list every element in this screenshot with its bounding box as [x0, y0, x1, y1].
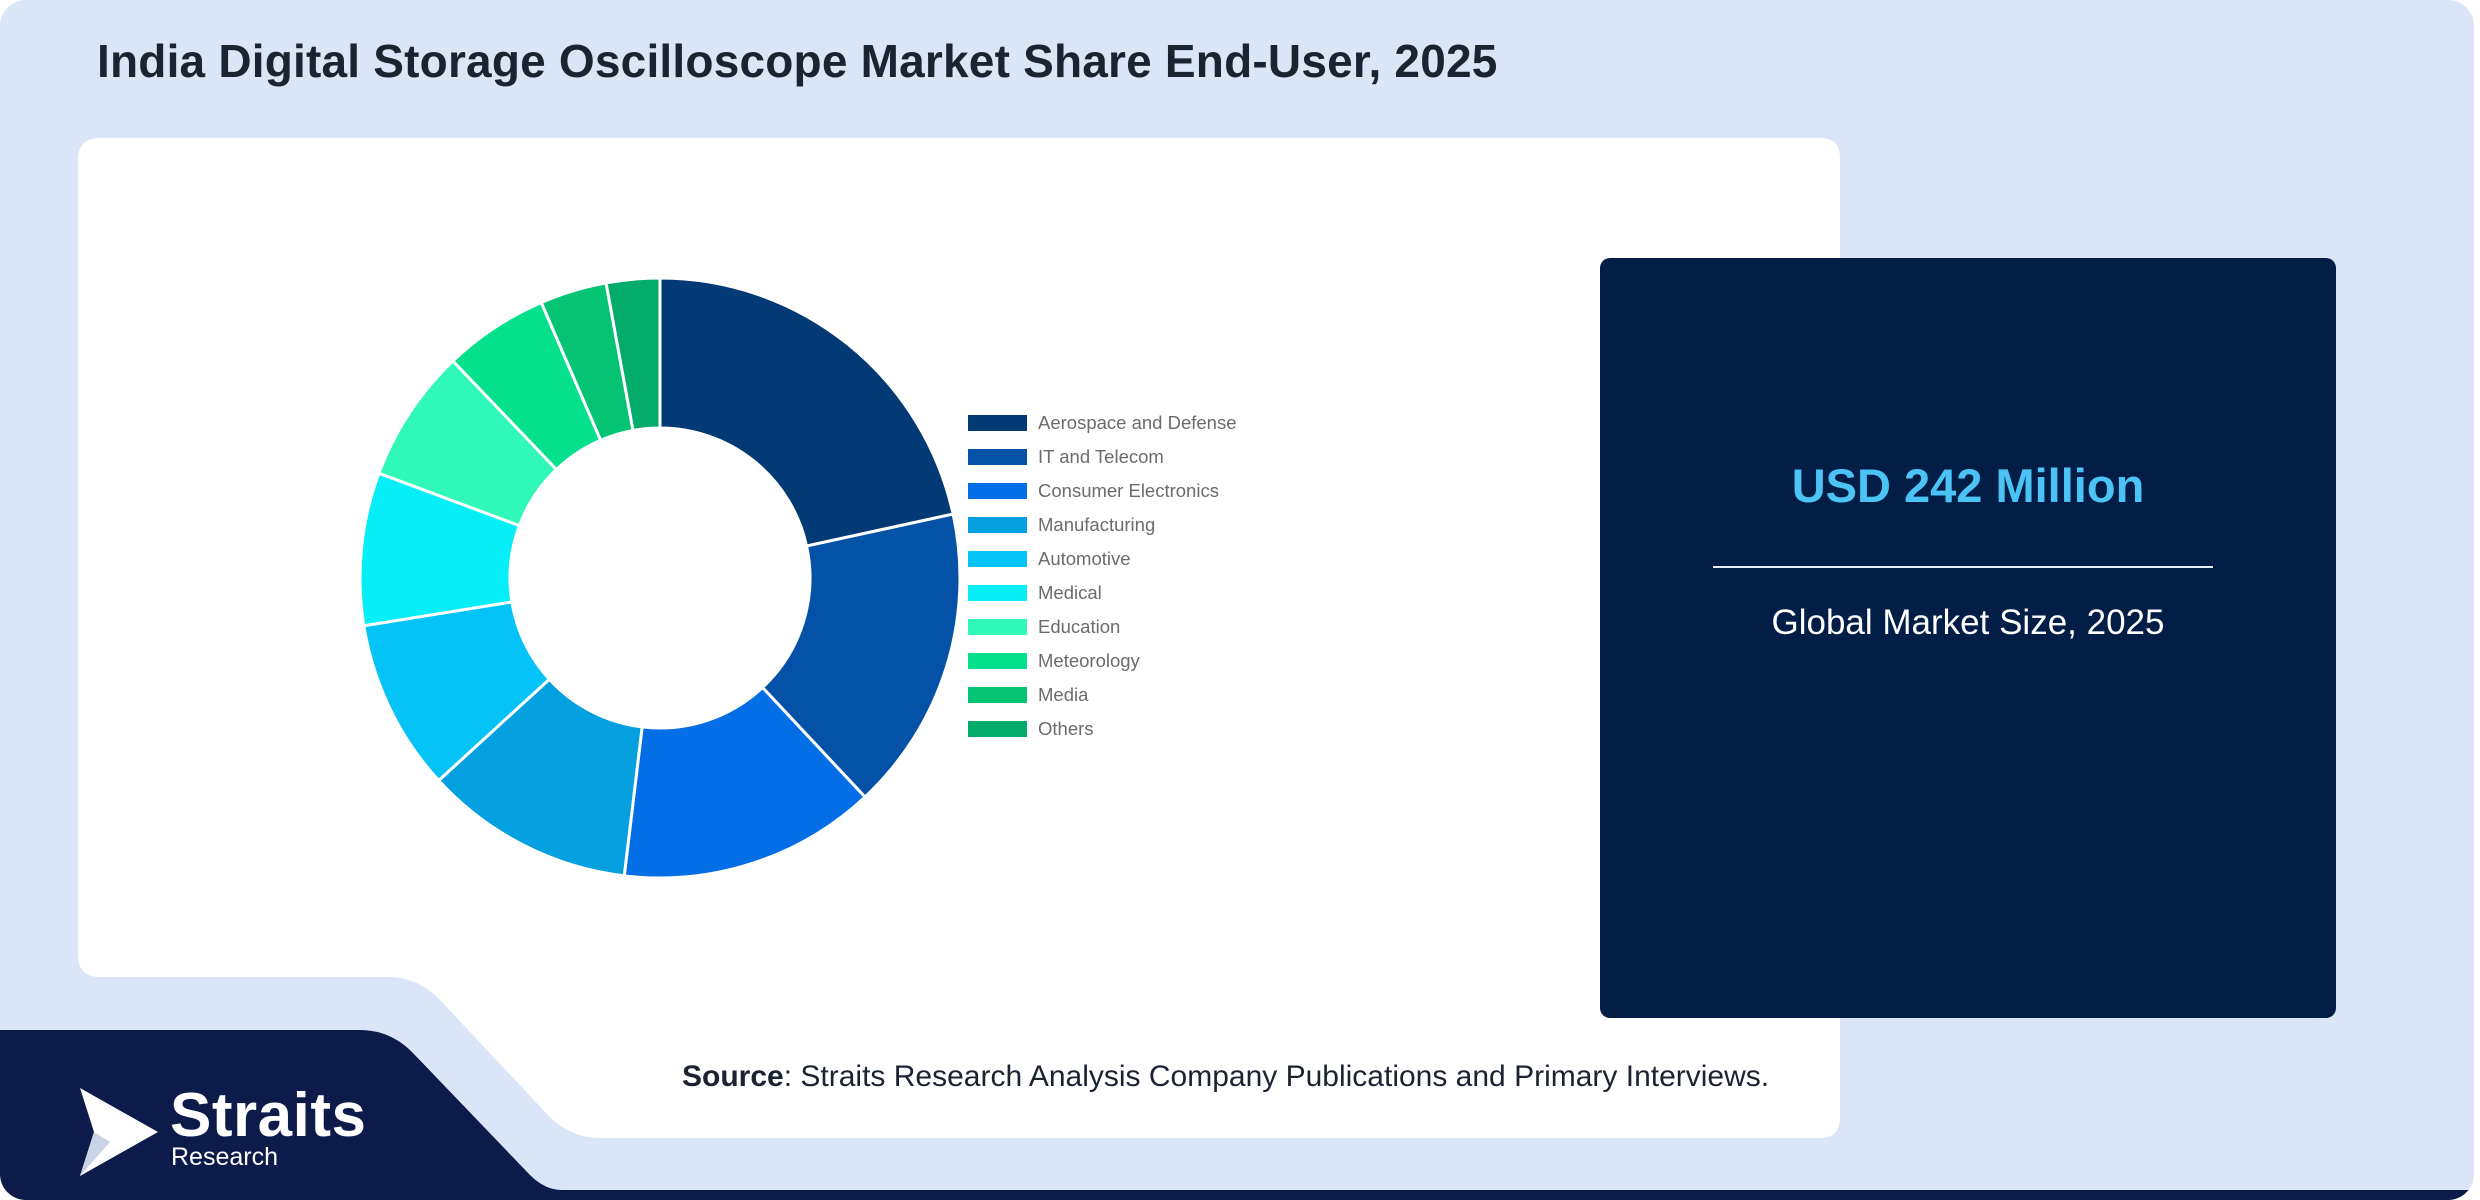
- donut-slice-others: [604, 276, 662, 433]
- legend-swatch: [968, 449, 1027, 465]
- legend-item: IT and Telecom: [968, 440, 1237, 474]
- legend-label: Consumer Electronics: [1038, 480, 1219, 501]
- page-title: India Digital Storage Oscilloscope Marke…: [97, 35, 1498, 87]
- legend-swatch: [968, 585, 1027, 601]
- legend-swatch: [968, 619, 1027, 635]
- legend-item: Meteorology: [968, 644, 1237, 678]
- donut-slice-it-and-telecom: [760, 512, 962, 800]
- legend-label: Manufacturing: [1038, 514, 1156, 535]
- legend-label: Automotive: [1038, 548, 1131, 569]
- legend-swatch: [968, 721, 1027, 737]
- legend-item: Manufacturing: [968, 508, 1237, 542]
- brand-subtitle: Research: [171, 1143, 278, 1171]
- legend-item: Aerospace and Defense: [968, 406, 1237, 440]
- legend-item: Media: [968, 678, 1237, 712]
- market-size-label: Global Market Size, 2025: [1771, 603, 2165, 642]
- brand-name: Straits: [170, 1081, 367, 1150]
- legend-item: Others: [968, 712, 1237, 746]
- divider: [1713, 566, 2213, 568]
- donut-slice-consumer-electronics: [622, 685, 868, 880]
- legend-label: Others: [1038, 718, 1094, 739]
- market-size-panel: USD 242 Million Global Market Size, 2025: [1600, 258, 2336, 1018]
- legend-label: Meteorology: [1038, 650, 1140, 671]
- source-prefix: Source: [682, 1060, 784, 1093]
- legend-swatch: [968, 551, 1027, 567]
- legend-label: Medical: [1038, 582, 1102, 603]
- legend-label: Aerospace and Defense: [1038, 412, 1237, 433]
- donut-slice-aerospace-and-defense: [658, 276, 955, 548]
- legend-label: Media: [1038, 684, 1089, 705]
- source-note: Source: Straits Research Analysis Compan…: [682, 1060, 1769, 1094]
- market-size-value: USD 242 Million: [1791, 459, 2145, 512]
- chart-legend: Aerospace and Defense IT and Telecom Consu…: [968, 406, 1237, 746]
- source-text: : Straits Research Analysis Company Publ…: [783, 1060, 1770, 1093]
- legend-label: Education: [1038, 616, 1121, 637]
- legend-label: IT and Telecom: [1038, 446, 1164, 467]
- legend-swatch: [968, 687, 1027, 703]
- arrow-logo-icon: [80, 1088, 158, 1176]
- legend-item: Education: [968, 610, 1237, 644]
- legend-swatch: [968, 483, 1027, 499]
- legend-swatch: [968, 653, 1027, 669]
- legend-swatch: [968, 517, 1027, 533]
- legend-swatch: [968, 415, 1027, 431]
- legend-item: Consumer Electronics: [968, 474, 1237, 508]
- legend-item: Medical: [968, 576, 1237, 610]
- legend-item: Automotive: [968, 542, 1237, 576]
